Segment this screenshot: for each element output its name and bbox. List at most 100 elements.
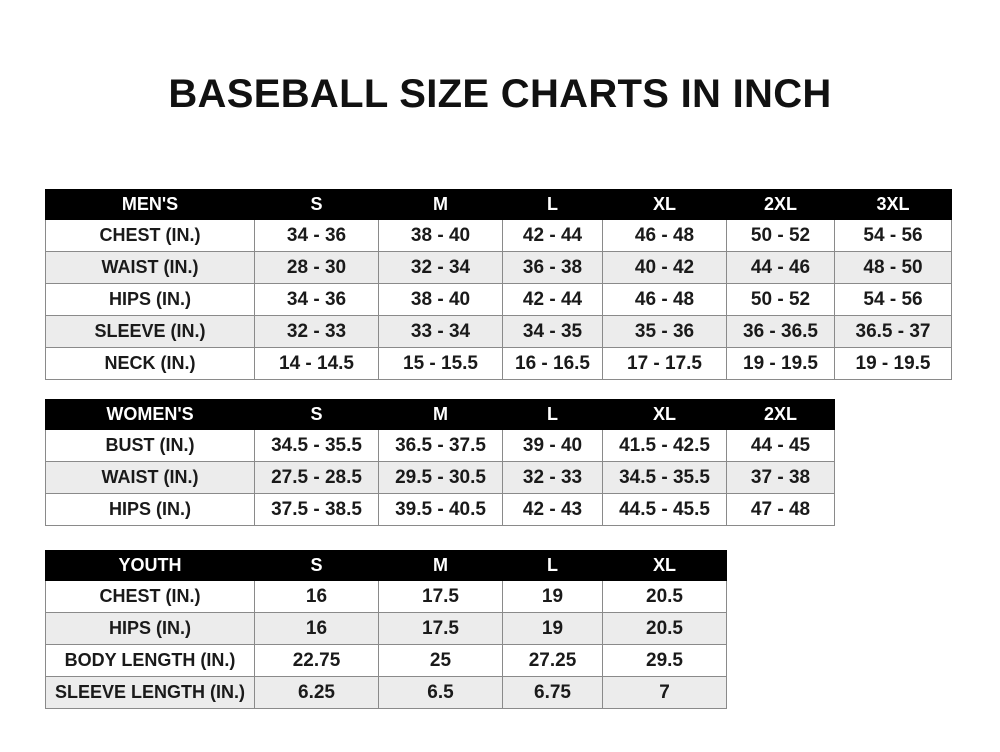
table-row: BUST (IN.) 34.5 - 35.5 36.5 - 37.5 39 - 40 4… bbox=[45, 429, 835, 462]
size-column-header: XL bbox=[602, 189, 727, 220]
table-row: NECK (IN.) 14 - 14.5 15 - 15.5 16 - 16.5 17 … bbox=[45, 347, 952, 380]
size-value-cell: 32 - 34 bbox=[378, 251, 503, 284]
size-column-header: XL bbox=[602, 399, 727, 430]
size-column-header: L bbox=[502, 399, 603, 430]
size-value-cell: 32 - 33 bbox=[502, 461, 603, 494]
size-column-header: L bbox=[502, 550, 603, 581]
size-value-cell: 36 - 38 bbox=[502, 251, 603, 284]
size-value-cell: 35 - 36 bbox=[602, 315, 727, 348]
size-value-cell: 37 - 38 bbox=[726, 461, 835, 494]
size-value-cell: 48 - 50 bbox=[834, 251, 952, 284]
table-category-header: YOUTH bbox=[45, 550, 255, 581]
size-value-cell: 6.25 bbox=[254, 676, 379, 709]
size-value-cell: 27.25 bbox=[502, 644, 603, 677]
table-row: SLEEVE (IN.) 32 - 33 33 - 34 34 - 35 35 - 36… bbox=[45, 315, 952, 348]
size-column-header: L bbox=[502, 189, 603, 220]
size-value-cell: 47 - 48 bbox=[726, 493, 835, 526]
size-value-cell: 40 - 42 bbox=[602, 251, 727, 284]
table-row: HIPS (IN.) 37.5 - 38.5 39.5 - 40.5 42 - 43 4… bbox=[45, 493, 835, 526]
size-value-cell: 16 - 16.5 bbox=[502, 347, 603, 380]
measurement-label: CHEST (IN.) bbox=[45, 219, 255, 252]
size-value-cell: 46 - 48 bbox=[602, 283, 727, 316]
measurement-label: HIPS (IN.) bbox=[45, 493, 255, 526]
size-value-cell: 29.5 - 30.5 bbox=[378, 461, 503, 494]
size-value-cell: 34 - 36 bbox=[254, 219, 379, 252]
size-column-header: S bbox=[254, 399, 379, 430]
size-value-cell: 54 - 56 bbox=[834, 283, 952, 316]
size-value-cell: 39.5 - 40.5 bbox=[378, 493, 503, 526]
table-row: HIPS (IN.) 34 - 36 38 - 40 42 - 44 46 - 48 50… bbox=[45, 283, 952, 316]
size-value-cell: 44.5 - 45.5 bbox=[602, 493, 727, 526]
size-value-cell: 41.5 - 42.5 bbox=[602, 429, 727, 462]
measurement-label: NECK (IN.) bbox=[45, 347, 255, 380]
size-column-header: 2XL bbox=[726, 189, 835, 220]
youth-size-table: YOUTH S M L XL CHEST (IN.) 16 17.5 19 20.5 HIPS (I… bbox=[45, 550, 727, 709]
measurement-label: WAIST (IN.) bbox=[45, 461, 255, 494]
size-value-cell: 42 - 44 bbox=[502, 219, 603, 252]
size-value-cell: 36.5 - 37 bbox=[834, 315, 952, 348]
size-value-cell: 17.5 bbox=[378, 580, 503, 613]
measurement-label: CHEST (IN.) bbox=[45, 580, 255, 613]
size-value-cell: 34.5 - 35.5 bbox=[602, 461, 727, 494]
size-column-header: S bbox=[254, 550, 379, 581]
size-value-cell: 19 bbox=[502, 580, 603, 613]
size-value-cell: 29.5 bbox=[602, 644, 727, 677]
size-value-cell: 16 bbox=[254, 612, 379, 645]
table-row: CHEST (IN.) 34 - 36 38 - 40 42 - 44 46 - 48 5… bbox=[45, 219, 952, 252]
size-column-header: M bbox=[378, 399, 503, 430]
size-value-cell: 19 - 19.5 bbox=[726, 347, 835, 380]
size-value-cell: 42 - 44 bbox=[502, 283, 603, 316]
size-value-cell: 20.5 bbox=[602, 580, 727, 613]
size-value-cell: 54 - 56 bbox=[834, 219, 952, 252]
size-value-cell: 20.5 bbox=[602, 612, 727, 645]
size-value-cell: 32 - 33 bbox=[254, 315, 379, 348]
table-category-header: MEN'S bbox=[45, 189, 255, 220]
size-column-header: 3XL bbox=[834, 189, 952, 220]
size-value-cell: 19 bbox=[502, 612, 603, 645]
womens-size-table: WOMEN'S S M L XL 2XL BUST (IN.) 34.5 - 35.5 36.5… bbox=[45, 399, 835, 526]
size-value-cell: 38 - 40 bbox=[378, 219, 503, 252]
size-value-cell: 17.5 bbox=[378, 612, 503, 645]
mens-size-table: MEN'S S M L XL 2XL 3XL CHEST (IN.) 34 - 36 38 - 4… bbox=[45, 189, 952, 380]
table-row: BODY LENGTH (IN.) 22.75 25 27.25 29.5 bbox=[45, 644, 727, 677]
size-column-header: 2XL bbox=[726, 399, 835, 430]
size-value-cell: 27.5 - 28.5 bbox=[254, 461, 379, 494]
measurement-label: SLEEVE LENGTH (IN.) bbox=[45, 676, 255, 709]
table-row: SLEEVE LENGTH (IN.) 6.25 6.5 6.75 7 bbox=[45, 676, 727, 709]
size-value-cell: 7 bbox=[602, 676, 727, 709]
size-value-cell: 50 - 52 bbox=[726, 283, 835, 316]
size-value-cell: 14 - 14.5 bbox=[254, 347, 379, 380]
size-column-header: XL bbox=[602, 550, 727, 581]
table-row: WAIST (IN.) 27.5 - 28.5 29.5 - 30.5 32 - 33… bbox=[45, 461, 835, 494]
table-header-row: YOUTH S M L XL bbox=[45, 550, 727, 581]
table-row: WAIST (IN.) 28 - 30 32 - 34 36 - 38 40 - 42 4… bbox=[45, 251, 952, 284]
table-row: HIPS (IN.) 16 17.5 19 20.5 bbox=[45, 612, 727, 645]
size-value-cell: 25 bbox=[378, 644, 503, 677]
size-column-header: M bbox=[378, 189, 503, 220]
size-value-cell: 22.75 bbox=[254, 644, 379, 677]
size-value-cell: 50 - 52 bbox=[726, 219, 835, 252]
size-value-cell: 37.5 - 38.5 bbox=[254, 493, 379, 526]
size-value-cell: 17 - 17.5 bbox=[602, 347, 727, 380]
size-value-cell: 6.5 bbox=[378, 676, 503, 709]
table-row: CHEST (IN.) 16 17.5 19 20.5 bbox=[45, 580, 727, 613]
measurement-label: WAIST (IN.) bbox=[45, 251, 255, 284]
size-value-cell: 36.5 - 37.5 bbox=[378, 429, 503, 462]
size-value-cell: 34 - 35 bbox=[502, 315, 603, 348]
size-value-cell: 16 bbox=[254, 580, 379, 613]
size-column-header: M bbox=[378, 550, 503, 581]
measurement-label: BODY LENGTH (IN.) bbox=[45, 644, 255, 677]
table-header-row: MEN'S S M L XL 2XL 3XL bbox=[45, 189, 952, 220]
size-value-cell: 36 - 36.5 bbox=[726, 315, 835, 348]
size-value-cell: 38 - 40 bbox=[378, 283, 503, 316]
measurement-label: SLEEVE (IN.) bbox=[45, 315, 255, 348]
table-header-row: WOMEN'S S M L XL 2XL bbox=[45, 399, 835, 430]
size-value-cell: 28 - 30 bbox=[254, 251, 379, 284]
size-value-cell: 46 - 48 bbox=[602, 219, 727, 252]
size-value-cell: 39 - 40 bbox=[502, 429, 603, 462]
table-category-header: WOMEN'S bbox=[45, 399, 255, 430]
measurement-label: HIPS (IN.) bbox=[45, 612, 255, 645]
measurement-label: BUST (IN.) bbox=[45, 429, 255, 462]
size-value-cell: 44 - 46 bbox=[726, 251, 835, 284]
size-value-cell: 34.5 - 35.5 bbox=[254, 429, 379, 462]
